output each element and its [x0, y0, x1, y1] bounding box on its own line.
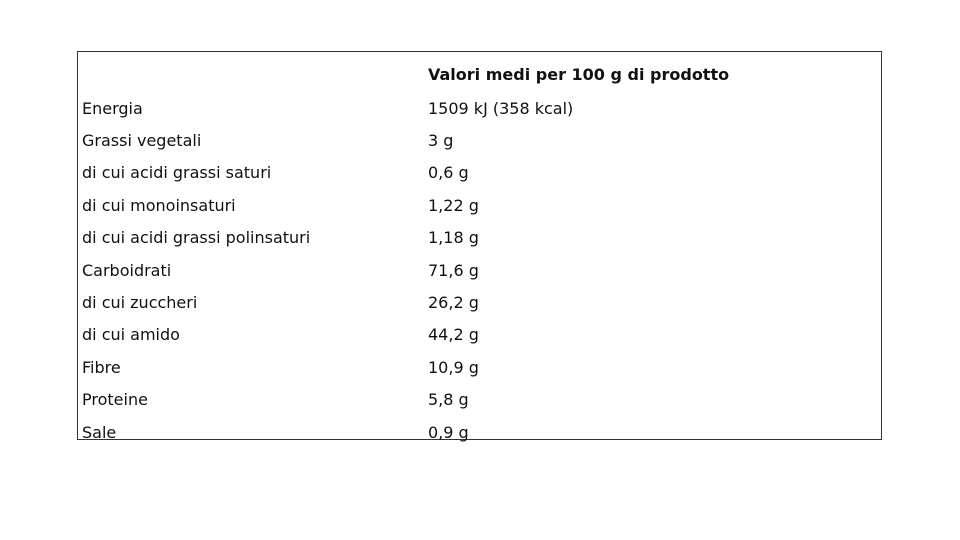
row: Fibre 10,9 g: [78, 351, 881, 383]
row-cell: 1,18 g: [428, 228, 479, 248]
row: Carboidrati 71,6 g: [78, 254, 881, 286]
head-cell: [78, 52, 424, 92]
row: Grassi vegetali 3 g: [78, 124, 881, 156]
row-cell: Proteine: [82, 390, 148, 410]
row-cell: 44,2 g: [428, 325, 479, 345]
row: di cui amido 44,2 g: [78, 319, 881, 351]
row-cell: di cui zuccheri: [82, 293, 198, 313]
row-cell: Sale: [82, 422, 117, 442]
row-cell: 1509 kJ (358 kcal): [428, 98, 574, 118]
table-body: Valori medi per 100 g di prodotto Energia…: [78, 52, 881, 448]
row: Sale 0,9 g: [78, 416, 881, 448]
row: di cui monoinsaturi 1,22 g: [78, 189, 881, 221]
row: Energia 1509 kJ (358 kcal): [78, 92, 881, 124]
row-cell: di cui amido: [82, 325, 180, 345]
row-cell: 10,9 g: [428, 357, 479, 377]
row-cell: Fibre: [82, 357, 121, 377]
head-cell: Valori medi per 100 g di prodotto: [428, 64, 730, 84]
row-cell: 3 g: [428, 131, 454, 151]
row: di cui acidi grassi saturi 0,6 g: [78, 157, 881, 189]
row: di cui zuccheri 26,2 g: [78, 286, 881, 318]
head: Valori medi per 100 g di prodotto: [78, 52, 881, 92]
nutrition-table-frame: Valori medi per 100 g di prodotto Energia…: [77, 51, 882, 442]
row-cell: 0,6 g: [428, 163, 469, 183]
row-cell: di cui monoinsaturi: [82, 195, 236, 215]
row-cell: di cui acidi grassi saturi: [82, 163, 272, 183]
row: di cui acidi grassi polinsaturi 1,18 g: [78, 222, 881, 254]
row-cell: 1,22 g: [428, 195, 479, 215]
row-cell: 5,8 g: [428, 390, 469, 410]
row-cell: Energia: [82, 98, 143, 118]
row-cell: Carboidrati: [82, 260, 172, 280]
row: Proteine 5,8 g: [78, 384, 881, 416]
nutrition-table: Valori medi per 100 g di prodotto Energia…: [78, 52, 881, 448]
row-cell: 0,9 g: [428, 422, 469, 442]
row-cell: Grassi vegetali: [82, 131, 202, 151]
row-cell: 26,2 g: [428, 293, 479, 313]
row-cell: di cui acidi grassi polinsaturi: [82, 228, 311, 248]
row-cell: 71,6 g: [428, 260, 479, 280]
